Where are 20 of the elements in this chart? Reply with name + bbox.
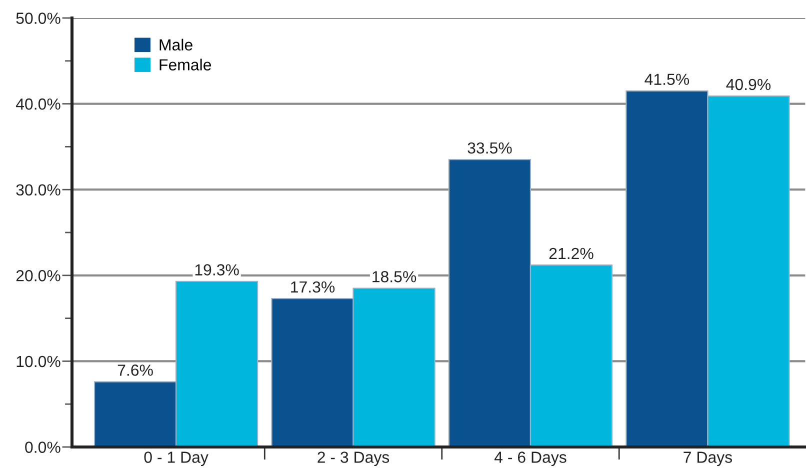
y-tick-label: 10.0% xyxy=(16,356,60,368)
x-tick-label: 7 Days xyxy=(684,452,732,466)
legend-label: Male xyxy=(160,38,192,51)
y-tick-label: 50.0% xyxy=(16,12,60,24)
y-tick-label: 0.0% xyxy=(25,442,60,453)
y-tick-label: 20.0% xyxy=(16,270,60,282)
y-tick-label: 30.0% xyxy=(16,184,60,196)
data-label: 19.3% xyxy=(195,264,239,276)
data-label: 33.5% xyxy=(468,142,512,154)
data-label: 40.9% xyxy=(726,78,771,90)
data-label: 7.6% xyxy=(118,364,153,376)
data-label: 18.5% xyxy=(372,271,416,282)
x-tick-label: 2 - 3 Days xyxy=(318,452,390,466)
data-label: 17.3% xyxy=(291,281,335,293)
x-tick-label: 0 - 1 Day xyxy=(144,452,208,466)
data-label: 21.2% xyxy=(549,248,594,260)
legend-label: Female xyxy=(160,58,212,70)
x-tick-label: 4 - 6 Days xyxy=(494,452,566,466)
y-tick-label: 40.0% xyxy=(16,98,60,110)
data-label: 41.5% xyxy=(644,74,690,85)
